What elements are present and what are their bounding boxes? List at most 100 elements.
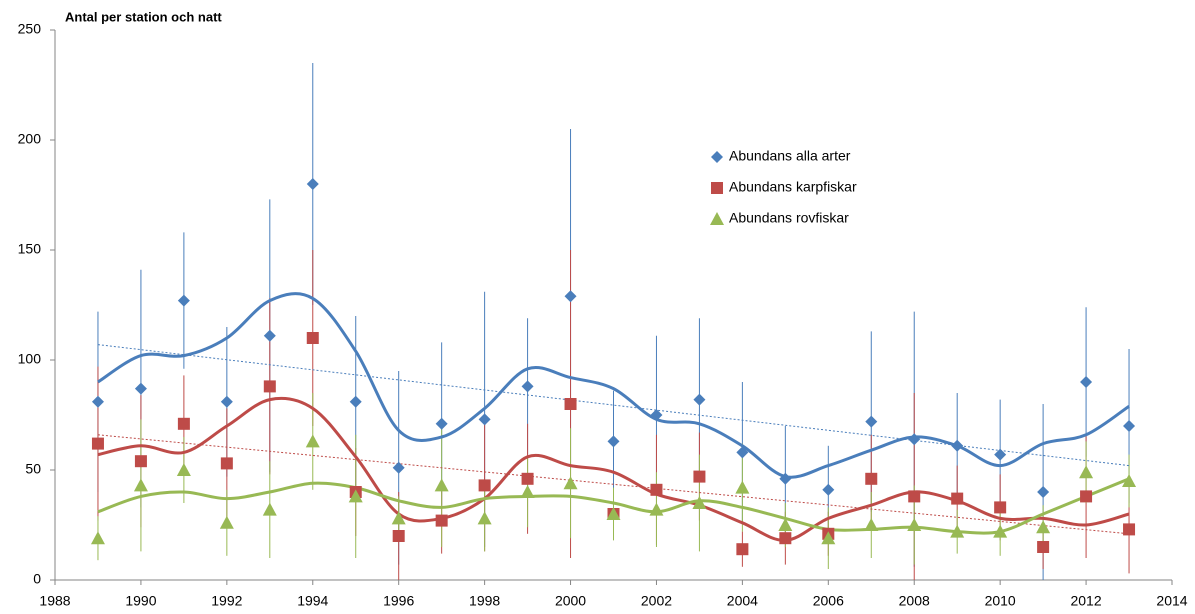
marker (1037, 541, 1050, 553)
marker (606, 507, 621, 520)
x-tick-label: 2002 (641, 593, 672, 609)
marker (177, 417, 190, 430)
marker (1122, 474, 1137, 487)
marker (477, 511, 492, 525)
marker (306, 178, 319, 190)
marker (1080, 376, 1093, 388)
marker (711, 151, 723, 163)
marker (778, 518, 793, 531)
marker (779, 472, 792, 485)
x-tick-label: 2000 (555, 593, 586, 609)
marker (177, 294, 190, 307)
marker (736, 446, 749, 459)
marker (349, 395, 362, 408)
marker (91, 437, 104, 450)
x-tick-label: 2014 (1156, 593, 1187, 609)
marker (219, 515, 234, 529)
marker (220, 395, 233, 408)
marker (564, 398, 577, 410)
marker (435, 417, 448, 430)
marker (607, 435, 620, 448)
marker (391, 511, 406, 525)
marker (520, 485, 535, 498)
marker (1123, 523, 1136, 536)
marker (1080, 490, 1093, 503)
y-tick-label: 100 (18, 351, 42, 367)
marker (821, 531, 836, 545)
marker (521, 380, 534, 393)
marker (865, 415, 878, 428)
y-tick-label: 200 (18, 131, 42, 147)
marker (348, 489, 363, 503)
marker (711, 182, 723, 194)
chart-title: Antal per station och natt (65, 9, 222, 24)
marker (735, 480, 750, 494)
marker (864, 518, 879, 531)
marker (1079, 465, 1094, 479)
marker (908, 433, 921, 446)
marker (305, 434, 320, 448)
marker (478, 413, 491, 426)
marker (822, 483, 835, 496)
marker (736, 543, 749, 556)
x-tick-label: 1998 (469, 593, 500, 609)
y-tick-label: 0 (33, 571, 41, 587)
marker (134, 455, 147, 468)
marker (779, 532, 792, 545)
y-tick-label: 250 (18, 21, 42, 37)
plot-area (90, 63, 1137, 580)
marker (1123, 420, 1136, 432)
x-tick-label: 2008 (899, 593, 930, 609)
y-tick-label: 150 (18, 241, 42, 257)
marker (521, 472, 534, 485)
marker (392, 530, 405, 542)
marker (478, 479, 491, 492)
marker (994, 448, 1007, 461)
legend-label: Abundans karpfiskar (729, 179, 857, 195)
x-tick-label: 2012 (1070, 593, 1101, 609)
legend-label: Abundans alla arter (729, 148, 851, 164)
marker (306, 332, 319, 344)
marker (435, 514, 448, 527)
x-tick-label: 2010 (985, 593, 1016, 609)
marker (134, 382, 147, 395)
marker (650, 483, 663, 496)
marker (693, 393, 706, 406)
marker (133, 478, 148, 492)
marker (693, 470, 706, 483)
y-tick-label: 50 (25, 461, 41, 477)
x-tick-label: 1996 (383, 593, 414, 609)
x-tick-label: 2004 (727, 593, 758, 609)
marker (951, 492, 964, 505)
marker (865, 472, 878, 485)
marker (950, 524, 965, 538)
x-tick-label: 1992 (211, 593, 242, 609)
trend-line (97, 434, 1130, 535)
marker (262, 502, 277, 516)
marker (434, 478, 449, 492)
marker (176, 463, 191, 476)
marker (263, 380, 276, 393)
marker (650, 409, 663, 421)
marker (1036, 520, 1051, 534)
marker (392, 461, 405, 474)
marker (563, 476, 578, 490)
marker (90, 531, 105, 545)
marker (710, 212, 724, 225)
marker (994, 501, 1007, 514)
marker (263, 329, 276, 342)
marker (692, 496, 707, 509)
x-tick-label: 1990 (125, 593, 156, 609)
x-tick-label: 2006 (813, 593, 844, 609)
marker (993, 524, 1008, 538)
legend-label: Abundans rovfiskar (729, 210, 849, 226)
marker (649, 502, 664, 516)
marker (564, 290, 577, 303)
x-tick-label: 1994 (297, 593, 328, 609)
x-tick-label: 1988 (39, 593, 70, 609)
marker (220, 457, 233, 470)
marker (951, 439, 964, 452)
marker (907, 518, 922, 531)
